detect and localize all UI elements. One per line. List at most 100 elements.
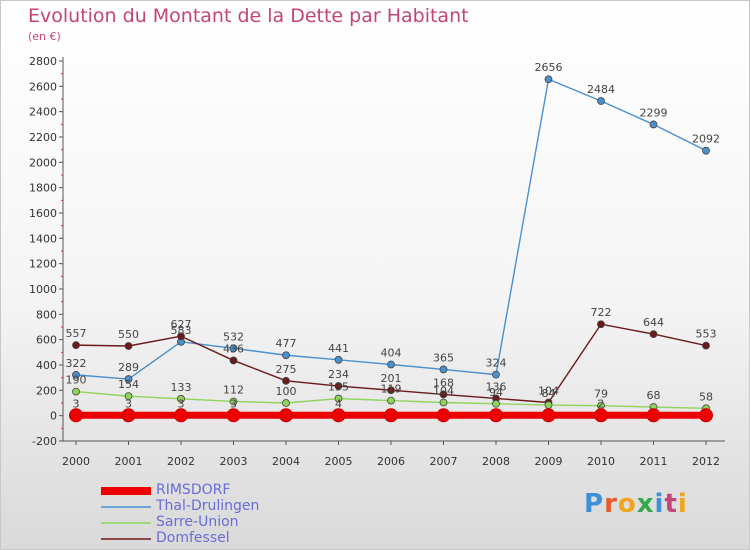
x-tick-label: 2007 xyxy=(430,455,458,468)
data-point xyxy=(177,332,185,341)
y-tick-label: 2400 xyxy=(29,106,57,119)
data-point xyxy=(541,408,556,423)
x-tick-label: 2012 xyxy=(692,455,720,468)
data-point xyxy=(597,320,605,329)
data-label: 627 xyxy=(171,318,192,331)
data-label: 404 xyxy=(381,346,402,359)
data-label: 557 xyxy=(66,327,87,340)
data-point xyxy=(702,146,710,155)
data-point xyxy=(544,401,553,409)
data-label: 112 xyxy=(223,383,244,396)
x-tick-label: 2009 xyxy=(535,455,563,468)
data-point xyxy=(229,356,238,365)
data-label: 2484 xyxy=(587,83,615,96)
chart-title: Evolution du Montant de la Dette par Hab… xyxy=(28,5,469,27)
chart-subtitle: (en €) xyxy=(28,30,61,43)
data-label: 441 xyxy=(328,342,349,355)
data-point xyxy=(544,75,553,84)
data-point xyxy=(387,360,395,369)
data-point xyxy=(649,330,658,338)
x-tick-label: 2010 xyxy=(587,455,615,468)
x-tick-label: 2003 xyxy=(220,455,248,468)
data-label: 322 xyxy=(66,357,87,370)
data-point xyxy=(439,365,448,374)
legend-swatch-rimsdorf xyxy=(101,487,151,495)
data-label: 84 xyxy=(542,387,556,400)
legend-label-sarre-union: Sarre-Union xyxy=(156,514,239,530)
y-tick-label: 1600 xyxy=(29,207,57,220)
data-label: 722 xyxy=(591,306,612,319)
data-point xyxy=(334,382,343,390)
y-tick-label: 800 xyxy=(36,308,57,321)
y-tick-label: 0 xyxy=(50,410,57,423)
data-point xyxy=(177,394,185,403)
data-point xyxy=(334,355,343,364)
data-point xyxy=(384,408,398,423)
data-label: 324 xyxy=(486,357,507,370)
data-point xyxy=(229,344,238,353)
data-label: 234 xyxy=(328,368,349,381)
legend-label-domfessel: Domfessel xyxy=(156,530,230,546)
legend-swatch-sarre-union xyxy=(101,522,151,524)
data-point xyxy=(492,370,500,379)
x-tick-label: 2004 xyxy=(272,455,300,468)
data-label: 2299 xyxy=(640,106,668,119)
data-label: 104 xyxy=(433,384,454,397)
data-point xyxy=(282,399,290,407)
data-label: 135 xyxy=(328,381,349,394)
y-tick-label: 2600 xyxy=(29,80,57,93)
data-point xyxy=(124,375,133,383)
y-tick-label: 600 xyxy=(36,334,57,347)
data-label: 583 xyxy=(171,324,192,337)
data-point xyxy=(124,392,133,401)
data-point xyxy=(226,408,241,423)
legend-label-thal-drulingen: Thal-Drulingen xyxy=(156,498,260,514)
data-label: 3 xyxy=(230,397,237,410)
data-point xyxy=(702,341,710,350)
data-label: 104 xyxy=(538,384,559,397)
data-label: 3 xyxy=(178,397,185,410)
data-point xyxy=(649,120,658,129)
data-point xyxy=(492,399,500,408)
y-tick-label: 1000 xyxy=(29,283,57,296)
x-tick-label: 2006 xyxy=(377,455,405,468)
y-tick-label: 1400 xyxy=(29,232,57,245)
data-label: 94 xyxy=(489,386,503,399)
data-label: 119 xyxy=(381,383,402,396)
data-label: 644 xyxy=(643,316,664,329)
data-label: 550 xyxy=(118,328,139,341)
data-label: 3 xyxy=(73,397,80,410)
series-layer xyxy=(69,75,713,423)
data-label: 436 xyxy=(223,342,244,355)
data-label: 100 xyxy=(276,385,297,398)
y-tick-label: 1800 xyxy=(29,182,57,195)
data-point xyxy=(594,408,608,423)
data-point xyxy=(229,397,238,406)
data-label: 136 xyxy=(486,380,507,393)
data-point xyxy=(72,370,80,379)
data-point xyxy=(387,386,395,395)
data-label: 4 xyxy=(335,397,342,410)
y-tick-label: 2000 xyxy=(29,156,57,169)
y-tick-label: -200 xyxy=(32,435,57,448)
data-point xyxy=(436,408,451,423)
legend-swatch-thal-drulingen xyxy=(101,506,151,508)
data-point xyxy=(489,408,503,423)
data-label: 2092 xyxy=(692,133,720,146)
data-label: 168 xyxy=(433,376,454,389)
data-point xyxy=(387,396,395,405)
data-label: 154 xyxy=(118,378,139,391)
data-label: 275 xyxy=(276,363,297,376)
data-point xyxy=(174,408,188,423)
x-tick-label: 2011 xyxy=(640,455,668,468)
data-point xyxy=(279,408,293,423)
proxiti-logo: Proxiti xyxy=(584,489,688,519)
data-point xyxy=(282,376,290,385)
x-tick-label: 2008 xyxy=(482,455,510,468)
data-point xyxy=(699,408,713,423)
data-point xyxy=(646,408,661,423)
data-point xyxy=(121,408,136,423)
chart-legend: RIMSDORF Thal-Drulingen Sarre-Union Domf… xyxy=(101,482,301,548)
